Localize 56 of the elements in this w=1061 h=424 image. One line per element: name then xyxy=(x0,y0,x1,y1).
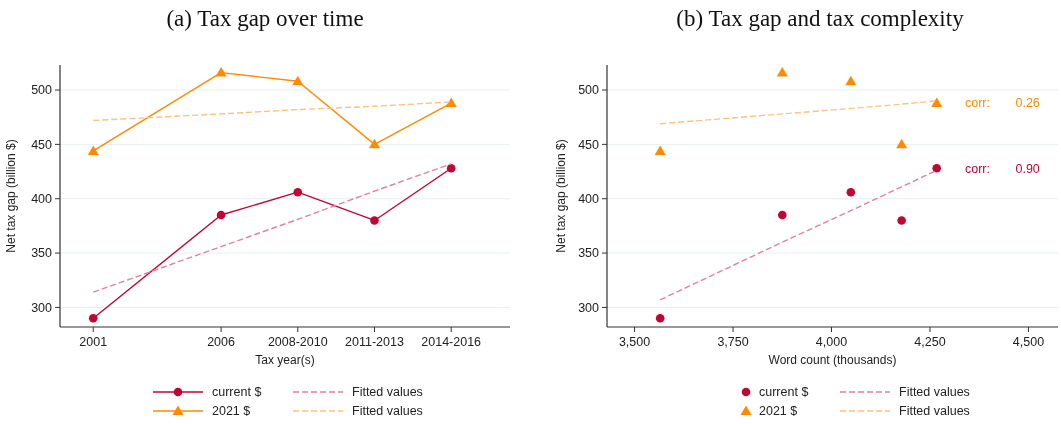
legend-label: 2021 $ xyxy=(759,404,798,419)
point xyxy=(446,163,456,173)
point xyxy=(776,67,788,77)
y-tick-label: 350 xyxy=(31,246,53,261)
point xyxy=(215,67,227,77)
x-tick-label: 3,750 xyxy=(717,335,749,349)
point xyxy=(87,145,99,155)
point xyxy=(368,138,380,149)
annotation: corr: 0.90 xyxy=(965,161,1040,176)
x-tick-label: 4,500 xyxy=(1012,335,1045,349)
point xyxy=(654,145,666,155)
chart-title: (a) Tax gap over time xyxy=(166,6,364,31)
y-tick-label: 450 xyxy=(578,137,600,152)
legend-label: Fitted values xyxy=(899,404,970,419)
legend-label: Fitted values xyxy=(352,385,423,400)
point xyxy=(293,187,303,197)
x-tick-label: 2008-2010 xyxy=(267,335,328,349)
legend-label: Fitted values xyxy=(899,385,970,400)
y-axis-title: Net tax gap (billion $) xyxy=(554,139,568,253)
y-tick-label: 300 xyxy=(578,300,600,315)
x-axis-title: Word count (thousands) xyxy=(768,353,897,367)
legend-label: Fitted values xyxy=(352,404,423,419)
x-tick-label: 2001 xyxy=(79,335,108,349)
y-tick-label: 400 xyxy=(578,192,600,207)
point xyxy=(846,187,856,197)
chart-title: (b) Tax gap and tax complexity xyxy=(676,6,965,31)
y-tick-label: 500 xyxy=(31,83,53,98)
point xyxy=(445,97,457,108)
point xyxy=(931,97,943,108)
annotation: corr: 0.26 xyxy=(965,96,1040,111)
x-tick-label: 4,250 xyxy=(914,335,946,349)
y-tick-label: 300 xyxy=(31,300,53,315)
point xyxy=(896,138,908,149)
legend-label: 2021 $ xyxy=(212,404,251,419)
legend-label: current $ xyxy=(212,385,262,400)
y-tick-label: 500 xyxy=(578,83,600,98)
y-tick-label: 450 xyxy=(31,137,53,152)
y-axis-title: Net tax gap (billion $) xyxy=(4,139,18,253)
point xyxy=(216,210,226,220)
point xyxy=(897,216,906,225)
legend-label: current $ xyxy=(759,385,809,400)
x-tick-label: 2006 xyxy=(207,335,236,349)
point xyxy=(932,163,941,173)
y-tick-label: 350 xyxy=(578,246,600,261)
point xyxy=(845,75,857,86)
x-tick-label: 4,000 xyxy=(815,335,848,349)
point xyxy=(292,75,304,86)
x-tick-label: 3,500 xyxy=(618,335,651,349)
x-axis-title: Tax year(s) xyxy=(255,353,315,367)
point xyxy=(777,210,787,220)
point xyxy=(370,216,379,225)
y-tick-label: 400 xyxy=(31,192,53,207)
point xyxy=(655,314,665,323)
x-tick-label: 2011-2013 xyxy=(345,335,404,349)
x-tick-label: 2014-2016 xyxy=(421,335,482,349)
point xyxy=(88,314,98,323)
